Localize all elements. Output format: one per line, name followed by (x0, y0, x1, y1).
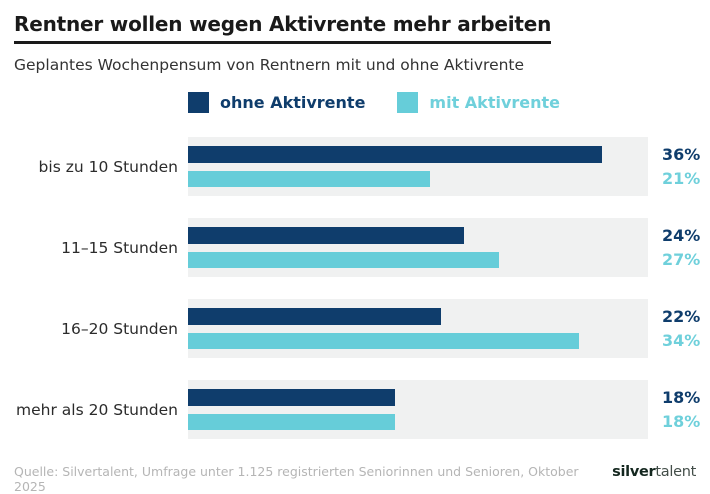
bar-ohne-aktivrente (188, 227, 464, 245)
source-note: Quelle: Silvertalent, Umfrage unter 1.12… (14, 464, 579, 494)
bar-group-bis-10-stunden: bis zu 10 Stunden 36% 21% (14, 137, 702, 197)
bar-group-mehr-als-20-stunden: mehr als 20 Stunden 18% 18% (14, 380, 702, 440)
value-labels: 22% 34% (658, 299, 702, 358)
value-labels: 24% 27% (658, 218, 702, 277)
bar-group-16-20-stunden: 16–20 Stunden 22% 34% (14, 299, 702, 359)
bar-track (188, 380, 648, 440)
bar-group-11-15-stunden: 11–15 Stunden 24% 27% (14, 218, 702, 278)
value-labels: 18% 18% (658, 380, 702, 439)
legend-label-mit: mit Aktivrente (429, 92, 561, 112)
value-ohne: 36% (662, 144, 701, 164)
bar-track (188, 299, 648, 359)
legend: ohne Aktivrente mit Aktivrente (188, 92, 700, 114)
legend-swatch-ohne (188, 92, 209, 114)
legend-item-mit: mit Aktivrente (397, 92, 561, 114)
bar-track (188, 218, 648, 278)
bar-ohne-aktivrente (188, 146, 602, 164)
bar-ohne-aktivrente (188, 308, 441, 326)
value-mit: 27% (662, 250, 701, 270)
logo-text-silver: silver (612, 464, 656, 481)
legend-label-ohne: ohne Aktivrente (220, 92, 366, 112)
value-mit: 18% (662, 412, 701, 432)
logo-text-talent: talent (655, 464, 696, 481)
legend-swatch-mit (397, 92, 419, 114)
bar-mit-aktivrente (188, 171, 430, 188)
bar-track (188, 137, 648, 197)
category-label: mehr als 20 Stunden (16, 400, 178, 419)
page-title: Rentner wollen wegen Aktivrente mehr arb… (14, 12, 551, 44)
value-ohne: 18% (662, 387, 701, 407)
category-label: bis zu 10 Stunden (38, 157, 178, 176)
value-ohne: 24% (662, 225, 701, 245)
bar-ohne-aktivrente (188, 389, 395, 407)
footer: Quelle: Silvertalent, Umfrage unter 1.12… (14, 464, 700, 494)
value-ohne: 22% (662, 306, 701, 326)
chart-subtitle: Geplantes Wochenpensum von Rentnern mit … (14, 56, 525, 74)
bar-mit-aktivrente (188, 414, 395, 431)
category-label: 11–15 Stunden (61, 238, 178, 257)
value-mit: 21% (662, 169, 701, 189)
silvertalent-logo: silvertalent (612, 464, 696, 480)
bar-mit-aktivrente (188, 333, 579, 350)
value-mit: 34% (662, 331, 701, 351)
value-labels: 36% 21% (658, 137, 702, 196)
bar-chart: bis zu 10 Stunden 36% 21% 11–15 Stunden … (14, 137, 702, 440)
legend-item-ohne: ohne Aktivrente (188, 92, 366, 114)
chart-header: Rentner wollen wegen Aktivrente mehr arb… (14, 12, 700, 75)
bar-mit-aktivrente (188, 252, 499, 269)
category-label: 16–20 Stunden (61, 319, 178, 338)
